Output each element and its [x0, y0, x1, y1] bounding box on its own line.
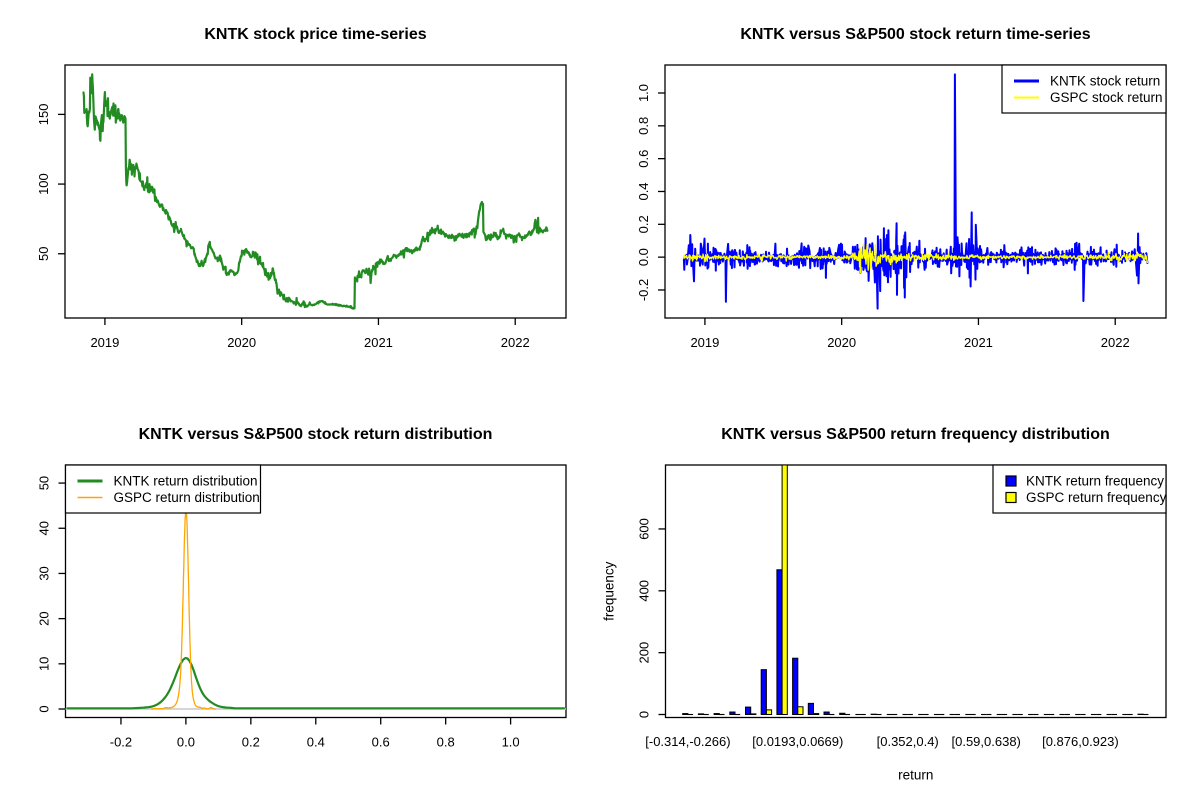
freq-bar	[697, 713, 705, 716]
x-axis-title: return	[898, 768, 933, 783]
x-tick-label: 1.0	[502, 735, 520, 750]
legend-square-sample	[1005, 491, 1017, 504]
freq-bar	[729, 711, 736, 716]
x-category-label: [0.876,0.923)	[1042, 734, 1119, 749]
y-axis-title: frequency	[602, 561, 617, 621]
kntk-density-curve	[66, 656, 566, 710]
price-panel-title: KNTK stock price time-series	[204, 26, 426, 43]
y-tick-label: 0.4	[636, 182, 651, 200]
x-category-label: [-0.314,-0.266)	[645, 734, 730, 749]
freq-bar	[792, 657, 799, 716]
gspc-return-line	[683, 243, 1149, 274]
freq-bar	[750, 713, 757, 716]
legend-label: GSPC return frequency	[1026, 490, 1167, 505]
freq-bar	[745, 706, 752, 716]
x-tick-label: 0.8	[437, 735, 455, 750]
x-tick-label: 2021	[964, 335, 993, 350]
price-time-series-panel: KNTK stock price time-series 2019 2020 202…	[36, 26, 567, 350]
y-tick-label: 50	[37, 476, 52, 490]
returns-panel-title: KNTK versus S&P500 stock return time-ser…	[740, 26, 1090, 43]
y-tick-label: 0.0	[636, 248, 651, 266]
y-tick-label: 600	[637, 518, 652, 540]
density-panel-title: KNTK versus S&P500 stock return distribu…	[139, 426, 493, 443]
y-tick-label: 30	[37, 566, 52, 580]
return-distribution-panel: KNTK versus S&P500 stock return distribu…	[37, 426, 567, 750]
y-tick-label: 100	[36, 173, 51, 195]
freq-bar	[813, 713, 820, 716]
x-tick-label: -0.2	[110, 735, 132, 750]
y-tick-label: 400	[637, 580, 652, 602]
y-tick-label: -0.2	[636, 279, 651, 301]
legend-label: GSPC stock return	[1050, 90, 1163, 105]
freq-bar	[781, 464, 788, 716]
y-tick-label: 200	[637, 642, 652, 664]
freq-bar	[760, 669, 767, 716]
legend-label: KNTK return frequency	[1026, 474, 1164, 489]
y-tick-label: 0	[637, 711, 652, 718]
freq-bar	[682, 713, 689, 716]
y-tick-label: 1.0	[636, 84, 651, 102]
freq-bar	[776, 569, 783, 716]
price-line	[82, 73, 549, 310]
x-tick-label: 0.6	[372, 735, 390, 750]
y-tick-label: 0	[37, 705, 52, 712]
x-tick-label: 2020	[227, 335, 256, 350]
freq-bar	[807, 702, 814, 716]
return-time-series-panel: KNTK versus S&P500 stock return time-ser…	[636, 26, 1167, 350]
freq-bar	[765, 709, 773, 716]
legend-square-sample	[1005, 475, 1017, 487]
legend-box	[1001, 64, 1167, 114]
legend-label: GSPC return distribution	[114, 490, 260, 505]
x-tick-label: 2019	[690, 335, 719, 350]
x-tick-label: 0.4	[307, 735, 325, 750]
x-tick-label: 2022	[501, 335, 530, 350]
gspc-density-curve	[150, 508, 216, 710]
plot-box	[64, 64, 567, 319]
legend-box	[64, 464, 262, 514]
legend-label: KNTK stock return	[1050, 74, 1160, 89]
freq-bar	[823, 711, 830, 716]
y-tick-label: 150	[36, 104, 51, 126]
return-frequency-panel: KNTK versus S&P500 return frequency dist…	[602, 426, 1167, 783]
x-tick-label: 2019	[90, 335, 119, 350]
x-category-label: [0.59,0.638)	[952, 734, 1021, 749]
legend-label: KNTK return distribution	[114, 474, 258, 489]
y-tick-label: 0.8	[636, 117, 651, 135]
legend-box	[992, 464, 1167, 514]
frequency-panel-title: KNTK versus S&P500 return frequency dist…	[721, 426, 1110, 443]
freq-bar	[839, 712, 846, 716]
y-tick-label: 0.2	[636, 215, 651, 233]
y-tick-label: 50	[36, 247, 51, 261]
y-tick-label: 10	[37, 657, 52, 671]
y-tick-label: 40	[37, 521, 52, 535]
x-tick-label: 2020	[827, 335, 856, 350]
freq-bar	[713, 713, 720, 716]
y-tick-label: 20	[37, 611, 52, 625]
x-tick-label: 0.2	[242, 735, 260, 750]
y-tick-label: 0.6	[636, 150, 651, 168]
x-category-label: [0.352,0.4)	[877, 734, 939, 749]
x-tick-label: 2022	[1101, 335, 1130, 350]
x-category-label: [0.0193,0.0669)	[752, 734, 843, 749]
x-tick-label: 0.0	[177, 735, 195, 750]
x-tick-label: 2021	[364, 335, 393, 350]
freq-bar	[797, 706, 804, 716]
